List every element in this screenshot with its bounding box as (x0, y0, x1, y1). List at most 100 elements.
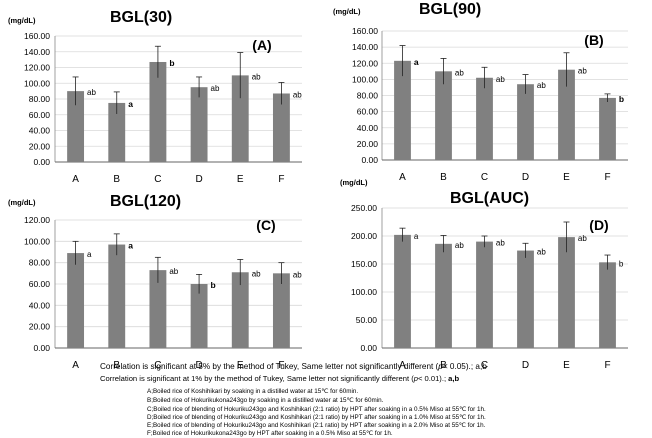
chart-1-xtick-label-A: A (72, 174, 79, 185)
chart-3-xtick-label-D: D (195, 360, 202, 371)
chart-3-ytick-label: 80.00 (29, 258, 51, 268)
chart-3-sig-letter-A: a (87, 250, 92, 259)
chart-3-title: BGL(120) (110, 193, 181, 210)
chart-2-ytick-label: 100.00 (352, 74, 378, 84)
chart-3-bar-D (190, 284, 208, 348)
chart-1-sig-letter-A: ab (87, 88, 96, 97)
chart-1-ytick-label: 120.00 (24, 63, 50, 73)
chart-2-title: BGL(90) (419, 1, 481, 18)
chart-2-ytick-label: 140.00 (352, 42, 378, 52)
chart-2-xtick-label-C: C (481, 172, 488, 183)
chart-1-bar-A (67, 91, 85, 162)
chart-4-sig-letter-D: ab (537, 248, 546, 257)
chart-2-ytick-label: 60.00 (357, 107, 379, 117)
chart-1-xtick-label-E: E (237, 174, 244, 185)
chart-3-xtick-label-B: B (113, 360, 120, 371)
chart-2-bar-C (476, 77, 493, 160)
chart-3-ytick-label: 120.00 (24, 215, 50, 225)
chart-2-xtick-label-B: B (440, 172, 447, 183)
chart-4-xtick-label-F: F (604, 360, 610, 371)
chart-2-ytick-label: 20.00 (357, 139, 379, 149)
chart-3-xtick-label-A: A (72, 360, 79, 371)
chart-3-ytick-label: 100.00 (24, 236, 50, 246)
chart-1-bar-E (231, 75, 249, 162)
chart-4-sig-letter-F: b (619, 259, 624, 268)
chart-4-bar-A (394, 234, 411, 348)
chart-3-xtick-label-F: F (278, 360, 284, 371)
chart-1-ytick-label: 140.00 (24, 47, 50, 57)
chart-2-sig-letter-F: b (619, 94, 624, 104)
chart-3-ytick-label: 20.00 (29, 322, 51, 332)
chart-2-unit: (mg/dL) (333, 7, 361, 16)
chart-4-sig-letter-C: ab (496, 239, 505, 248)
chart-1-title: BGL(30) (110, 9, 172, 26)
chart-4-bar-D (517, 250, 534, 348)
chart-3-bar-C (149, 270, 167, 348)
chart-1-ytick-label: 80.00 (29, 94, 51, 104)
chart-1-bar-D (190, 87, 208, 162)
chart-3-ytick-label: 40.00 (29, 300, 51, 310)
chart-2-bar-E (558, 69, 575, 160)
chart-1-bar-B (108, 102, 126, 162)
chart-1-ytick-label: 40.00 (29, 126, 51, 136)
chart-1-sig-letter-E: ab (252, 72, 261, 81)
chart-2-xtick-label-E: E (563, 172, 570, 183)
chart-1-sig-letter-C: b (169, 58, 174, 68)
chart-4-sig-letter-B: ab (455, 241, 464, 250)
chart-1-panel-label: (A) (252, 37, 271, 53)
chart-4-xtick-label-A: A (399, 360, 406, 371)
chart-1-sig-letter-B: a (128, 99, 133, 109)
chart-4-bar-B (435, 243, 452, 348)
chart-2-sig-letter-B: ab (455, 68, 464, 77)
chart-1-ytick-label: 160.00 (24, 31, 50, 41)
chart-1-sig-letter-D: ab (211, 84, 220, 93)
chart-2-sig-letter-A: a (414, 57, 419, 67)
chart-1-sig-letter-F: ab (293, 90, 302, 99)
chart-3-bar-F (272, 273, 290, 348)
chart-4-xtick-label-B: B (440, 360, 447, 371)
chart-1-xtick-label-F: F (278, 174, 284, 185)
chart-4-unit: (mg/dL) (340, 178, 368, 187)
chart-3-sig-letter-D: b (211, 280, 216, 290)
chart-2-ytick-label: 40.00 (357, 123, 379, 133)
chart-4-ytick-label: 150.00 (351, 259, 377, 269)
chart-1-ytick-label: 20.00 (29, 141, 51, 151)
chart-2-panel-label: (B) (584, 32, 603, 48)
chart-2-bar-B (435, 71, 452, 160)
chart-3-bar-A (67, 253, 85, 348)
chart-4-sig-letter-E: ab (578, 234, 587, 243)
chart-1-ytick-label: 0.00 (33, 157, 50, 167)
chart-4-sig-letter-A: a (414, 232, 419, 241)
chart-3-sig-letter-B: a (128, 241, 133, 251)
chart-3-sig-letter-F: ab (293, 270, 302, 279)
chart-2-sig-letter-E: ab (578, 67, 587, 76)
chart-2-xtick-label-F: F (604, 172, 610, 183)
chart-2-ytick-label: 0.00 (361, 155, 378, 165)
chart-2-bar-A (394, 60, 411, 160)
chart-3-bar-E (231, 272, 249, 348)
chart-1-ytick-label: 100.00 (24, 78, 50, 88)
chart-3-unit: (mg/dL) (8, 198, 36, 207)
chart-4-ytick-label: 50.00 (356, 315, 378, 325)
chart-3-sig-letter-E: ab (252, 269, 261, 278)
chart-4-bar-C (476, 241, 493, 348)
chart-1-xtick-label-C: C (154, 174, 161, 185)
chart-1-xtick-label-B: B (113, 174, 120, 185)
chart-3-xtick-label-E: E (237, 360, 244, 371)
chart-2-bar-F (599, 97, 616, 160)
chart-4-bar-E (558, 237, 575, 348)
chart-4-ytick-label: 250.00 (351, 203, 377, 213)
chart-4-xtick-label-E: E (563, 360, 570, 371)
chart-2-sig-letter-C: ab (496, 75, 505, 84)
chart-1-xtick-label-D: D (195, 174, 202, 185)
chart-2-xtick-label-D: D (522, 172, 529, 183)
chart-4-ytick-label: 0.00 (360, 343, 377, 353)
chart-4-bar-F (599, 262, 616, 348)
chart-3-panel-label: (C) (256, 217, 275, 233)
chart-4-ytick-label: 100.00 (351, 287, 377, 297)
chart-4-xtick-label-C: C (481, 360, 488, 371)
chart-2-sig-letter-D: ab (537, 81, 546, 90)
chart-1-bar-F (272, 93, 290, 162)
chart-1-bar-C (149, 61, 167, 162)
